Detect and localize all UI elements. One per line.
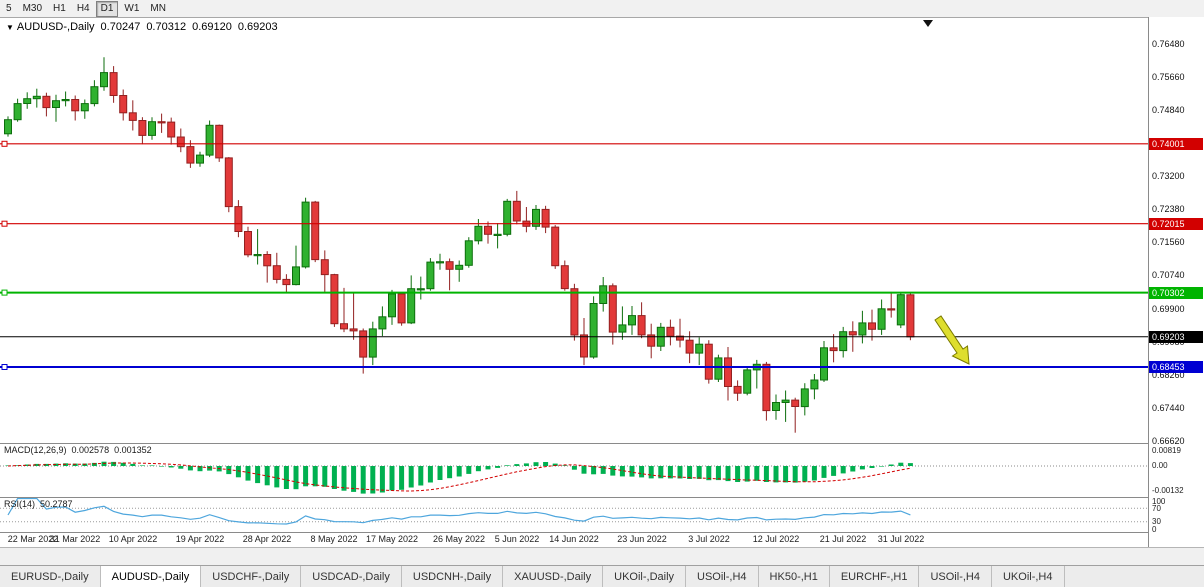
price-axis-label: 0.67440 bbox=[1152, 403, 1185, 413]
rsi-panel-canvas bbox=[0, 498, 1148, 525]
ohlc-high: 0.70312 bbox=[146, 21, 187, 33]
hline-handle-0.72015[interactable] bbox=[1, 220, 8, 227]
date-axis-label: 19 Apr 2022 bbox=[175, 534, 225, 544]
date-axis-label: 28 Apr 2022 bbox=[242, 534, 292, 544]
price-axis-separator bbox=[1148, 17, 1149, 547]
rsi-label: RSI(14) 50.2787 bbox=[4, 499, 73, 509]
macd-signal-line bbox=[7, 462, 911, 492]
chart-symbol-label: AUDUSD-,Daily bbox=[16, 21, 95, 33]
date-axis[interactable]: 22 Mar 2022 31 Mar 2022 10 Apr 2022 19 Apr … bbox=[0, 533, 1148, 547]
macd-axis-label: 0.00819 bbox=[1152, 446, 1181, 455]
tab-usoil-h4-10[interactable]: USOil-,H4 bbox=[919, 566, 992, 587]
price-axis-label: 0.69900 bbox=[1152, 304, 1185, 314]
timeframe-button-M30[interactable]: M30 bbox=[17, 0, 48, 17]
price-axis-label: 0.76480 bbox=[1152, 39, 1185, 49]
timeframe-button-D1[interactable]: D1 bbox=[95, 0, 119, 17]
macd-panel-canvas bbox=[0, 461, 1148, 494]
tab-hk50-h1-8[interactable]: HK50-,H1 bbox=[759, 566, 830, 587]
price-axis-label: 0.70740 bbox=[1152, 270, 1185, 280]
tab-ukoil-daily-6[interactable]: UKOil-,Daily bbox=[603, 566, 687, 587]
price-axis-label: 0.72380 bbox=[1152, 204, 1185, 214]
date-axis-label: 14 Jun 2022 bbox=[549, 534, 599, 544]
tab-ukoil-h4-11[interactable]: UKOil-,H4 bbox=[992, 566, 1065, 587]
timeframe-button-H4[interactable]: H4 bbox=[71, 0, 95, 17]
timeframe-button-MN[interactable]: MN bbox=[145, 0, 171, 17]
timeframe-button-H1[interactable]: H1 bbox=[48, 0, 71, 17]
ohlc-low: 0.69120 bbox=[192, 21, 232, 33]
tab-eurchf-h1-9[interactable]: EURCHF-,H1 bbox=[830, 566, 920, 587]
macd-label: MACD(12,26,9) 0.002578 0.001352 bbox=[4, 445, 152, 455]
date-axis-label: 31 Jul 2022 bbox=[877, 534, 925, 544]
hline-handle-0.70302[interactable] bbox=[1, 289, 8, 296]
tab-audusd-daily-1[interactable]: AUDUSD-,Daily bbox=[100, 566, 202, 587]
panel-separator[interactable] bbox=[0, 443, 1204, 444]
tab-usoil-h4-7[interactable]: USOil-,H4 bbox=[686, 566, 759, 587]
date-axis-label: 5 Jun 2022 bbox=[494, 534, 540, 544]
hline-handle-0.68453[interactable] bbox=[1, 364, 8, 370]
end-of-chart-marker-icon bbox=[923, 20, 933, 27]
panel-separator[interactable] bbox=[0, 497, 1204, 498]
timeframe-button-5[interactable]: 5 bbox=[1, 0, 17, 17]
price-axis-label: 0.68260 bbox=[1152, 370, 1185, 380]
price-axis-label: 0.73200 bbox=[1152, 171, 1185, 181]
price-axis-label: 0.71560 bbox=[1152, 237, 1185, 247]
timeframe-button-W1[interactable]: W1 bbox=[119, 0, 145, 17]
date-axis-label: 23 Jun 2022 bbox=[617, 534, 667, 544]
tab-bar-filler bbox=[1065, 566, 1204, 587]
tab-xauusd-daily-5[interactable]: XAUUSD-,Daily bbox=[503, 566, 604, 587]
candlestick-series bbox=[4, 57, 915, 433]
date-axis-label: 22 Mar 2022 bbox=[7, 534, 59, 544]
ohlc-open: 0.70247 bbox=[100, 21, 141, 33]
price-badge-0.74001: 0.74001 bbox=[1149, 138, 1203, 150]
macd-axis-label: 0.00 bbox=[1152, 461, 1168, 470]
symbol-dropdown-icon[interactable]: ▼ bbox=[6, 23, 14, 32]
price-badge-0.70302: 0.70302 bbox=[1149, 287, 1203, 299]
date-axis-label: 26 May 2022 bbox=[432, 534, 486, 544]
timeframe-toolbar: 5 M30 H1 H4 D1 W1 MN bbox=[0, 0, 1204, 18]
chart-title: ▼ AUDUSD-,Daily 0.70247 0.70312 0.69120 0.692… bbox=[6, 21, 278, 33]
macd-axis-label: -0.00132 bbox=[1152, 486, 1184, 495]
date-axis-label: 31 Mar 2022 bbox=[49, 534, 101, 544]
sell-arrow-annotation[interactable] bbox=[934, 315, 970, 365]
rsi-axis-label: 70 bbox=[1152, 504, 1161, 513]
macd-signal-value: 0.001352 bbox=[114, 445, 152, 455]
hline-handle-0.74001[interactable] bbox=[1, 140, 8, 147]
status-strip bbox=[0, 547, 1204, 566]
date-axis-label: 17 May 2022 bbox=[365, 534, 419, 544]
price-badge-0.72015: 0.72015 bbox=[1149, 218, 1203, 230]
tab-usdcad-daily-3[interactable]: USDCAD-,Daily bbox=[301, 566, 402, 587]
date-axis-label: 21 Jul 2022 bbox=[819, 534, 867, 544]
rsi-line bbox=[7, 498, 911, 525]
date-axis-label: 10 Apr 2022 bbox=[108, 534, 158, 544]
tab-eurusd-daily-0[interactable]: EURUSD-,Daily bbox=[0, 566, 101, 587]
tab-usdcnh-daily-4[interactable]: USDCNH-,Daily bbox=[402, 566, 504, 587]
price-axis-label: 0.75660 bbox=[1152, 72, 1185, 82]
macd-main-value: 0.002578 bbox=[71, 445, 110, 455]
date-axis-label: 12 Jul 2022 bbox=[752, 534, 800, 544]
bid-price-badge: 0.69203 bbox=[1149, 331, 1203, 343]
price-axis-label: 0.66620 bbox=[1152, 436, 1185, 446]
main-chart-canvas[interactable] bbox=[0, 17, 1148, 443]
tab-usdchf-daily-2[interactable]: USDCHF-,Daily bbox=[201, 566, 302, 587]
date-axis-label: 8 May 2022 bbox=[310, 534, 358, 544]
price-badge-0.68453: 0.68453 bbox=[1149, 361, 1203, 373]
date-axis-label: 3 Jul 2022 bbox=[688, 534, 730, 544]
rsi-axis-label: 0 bbox=[1152, 525, 1157, 534]
price-axis[interactable]: 0.76480 0.75660 0.74840 0.73200 0.72380 0.715… bbox=[1149, 17, 1204, 547]
chart-tab-bar: EURUSD-,Daily AUDUSD-,Daily USDCHF-,Daily U… bbox=[0, 565, 1204, 587]
price-axis-label: 0.74840 bbox=[1152, 105, 1185, 115]
rsi-axis-label: 30 bbox=[1152, 517, 1161, 526]
panel-separator bbox=[0, 532, 1204, 533]
ohlc-close: 0.69203 bbox=[237, 21, 278, 33]
rsi-axis-label: 100 bbox=[1152, 497, 1166, 506]
rsi-value: 50.2787 bbox=[40, 499, 73, 509]
